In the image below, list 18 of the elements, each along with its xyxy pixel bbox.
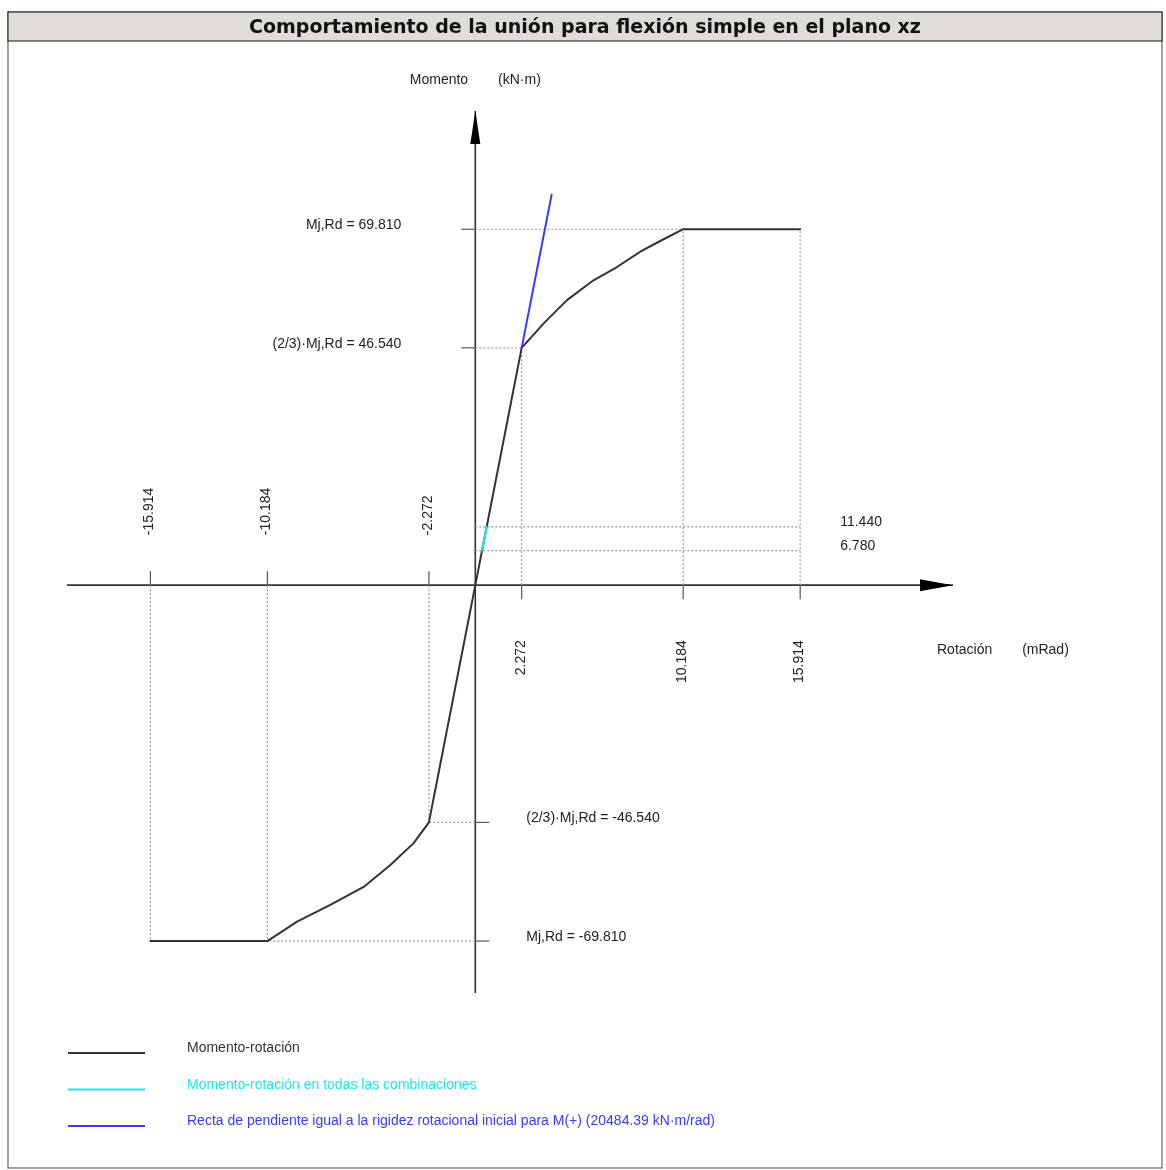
x2-tick-label: -2.272 <box>418 495 435 536</box>
chart-title: Comportamiento de la unión para flexión simple en el plano xz <box>249 15 921 37</box>
annotation: Mj,Rd = 69.810 <box>305 216 402 233</box>
x2-tick-label: -15.914 <box>140 487 157 536</box>
y-tick-label: 11.440 <box>840 512 883 529</box>
x2-tick-label: -10.184 <box>257 487 274 536</box>
text: Momento-rotación en todas las combinaciones <box>187 1075 477 1092</box>
x-tick-label: 2.272 <box>511 639 528 676</box>
x-axis-title: Rotación (mRad) <box>937 641 1069 658</box>
y-axis-title: Momento (kN·m) <box>409 71 541 87</box>
y-tick-label: 6.780 <box>840 536 876 553</box>
annotation: (2/3)·Mj,Rd = 46.540 <box>272 334 402 351</box>
annotation: Mj,Rd = -69.810 <box>526 928 627 945</box>
x-tick-label: 10.184 <box>673 639 690 683</box>
text: Momento-rotación <box>187 1039 300 1055</box>
annotation: (2/3)·Mj,Rd = -46.540 <box>526 809 660 826</box>
text: Recta de pendiente igual a la rigidez rotacional inicial para M(+) (20484.39 kN·m/rad) <box>187 1112 716 1128</box>
x-tick-label: 15.914 <box>790 639 807 683</box>
